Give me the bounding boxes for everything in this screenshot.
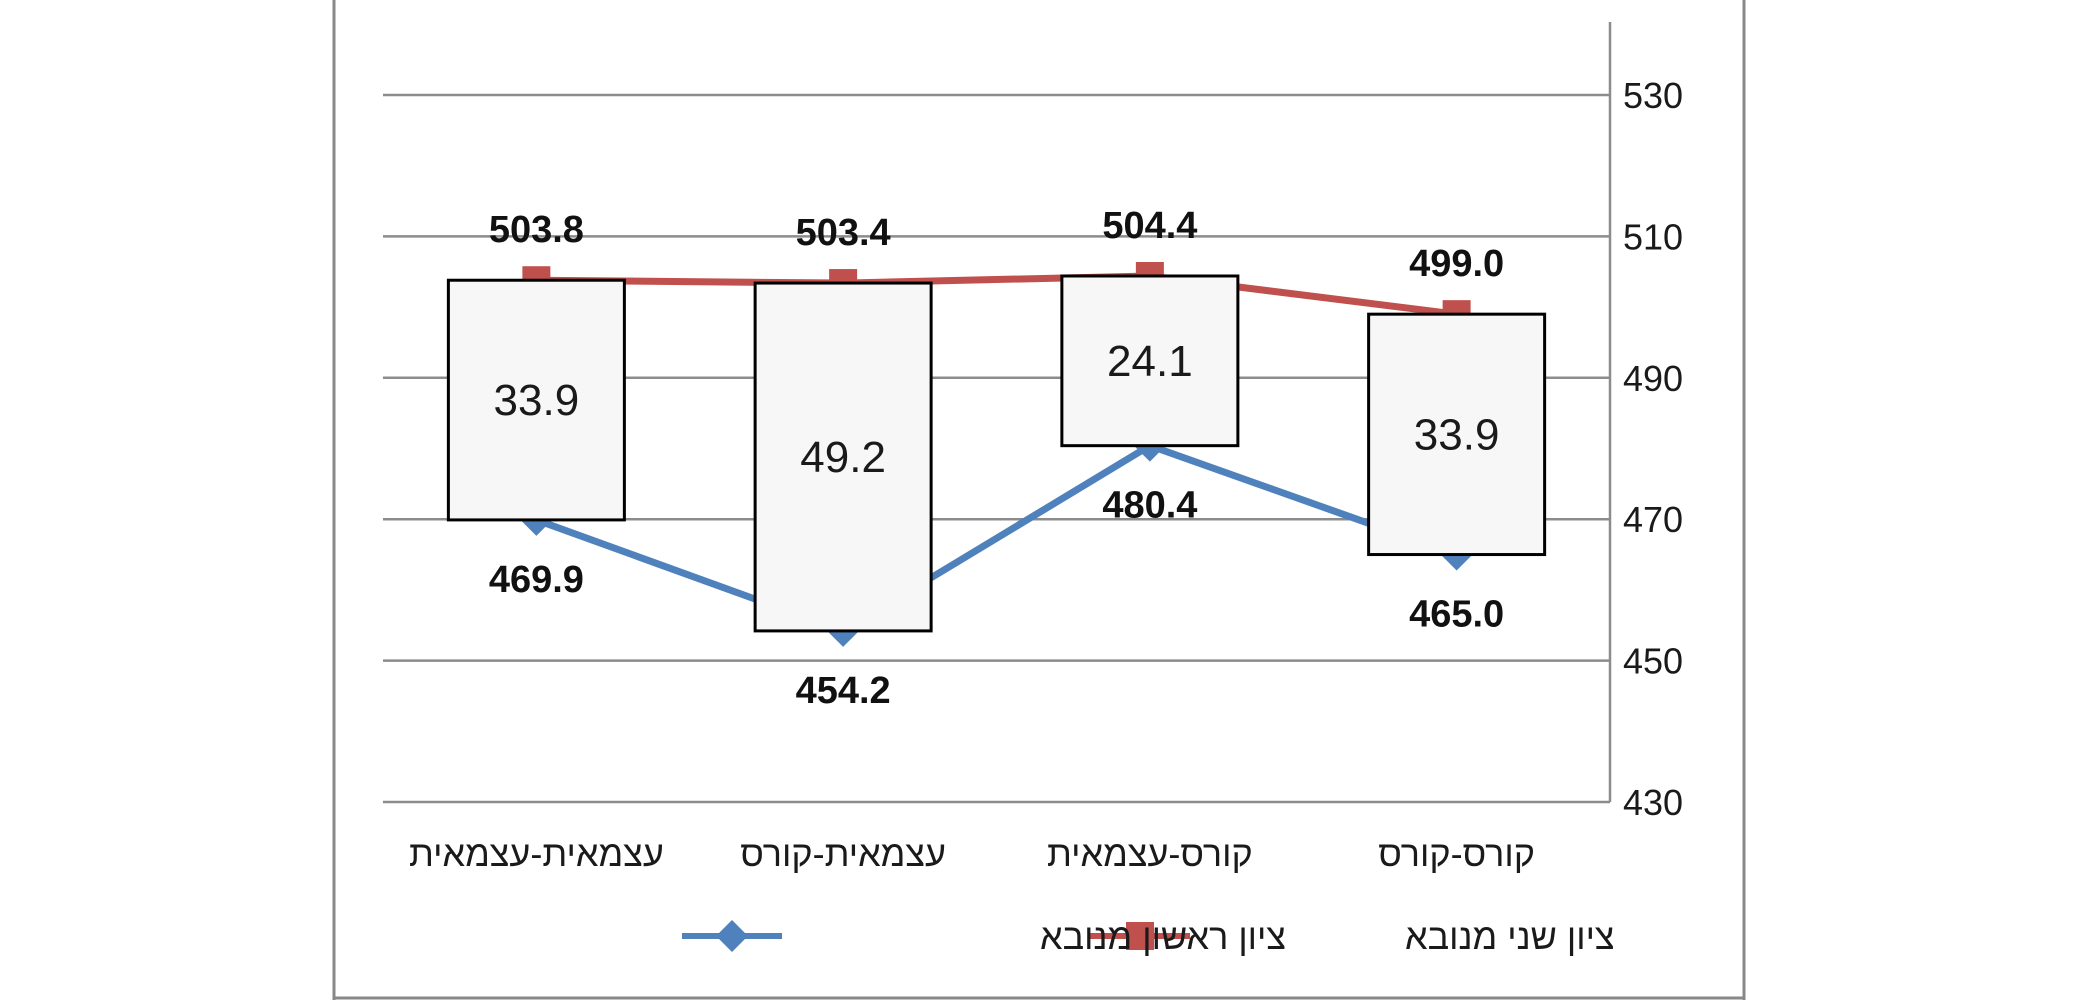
value-label-second: 504.4 — [1102, 205, 1197, 247]
series-markers — [520, 261, 1473, 647]
category-label: עצמאית-עצמאית — [409, 833, 664, 874]
difference-label: 33.9 — [494, 376, 580, 425]
y-tick-label: 430 — [1623, 782, 1683, 823]
value-label-first: 469.9 — [489, 559, 584, 601]
value-label-second: 499.0 — [1409, 243, 1504, 285]
value-label-first: 465.0 — [1409, 594, 1504, 636]
difference-label: 33.9 — [1414, 410, 1500, 459]
y-tick-label: 470 — [1623, 499, 1683, 540]
value-label-first: 480.4 — [1102, 485, 1197, 527]
legend: ציון שני מנובא ציון ראשון מנובא — [682, 916, 1615, 957]
difference-box — [446, 278, 626, 522]
y-tick-label: 490 — [1623, 358, 1683, 399]
category-label: קורס-עצמאית — [1047, 833, 1253, 874]
series-line-first — [535, 442, 1458, 635]
value-label-second: 503.4 — [796, 212, 891, 254]
legend-item-second: ציון שני מנובא — [1090, 916, 1615, 957]
difference-box — [1367, 312, 1547, 557]
y-tick-label: 530 — [1623, 75, 1683, 116]
difference-box — [1060, 274, 1240, 448]
y-tick-labels: 430 450 470 490 510 530 — [1623, 75, 1683, 823]
category-label: עצמאית-קורס — [740, 833, 946, 874]
legend-label-first: ציון ראשון מנובא — [1040, 916, 1286, 957]
legend-label-second: ציון שני מנובא — [1405, 916, 1615, 957]
data-labels: 503.8 469.9 503.4 454.2 504.4 480.4 499.0 465.0 — [489, 205, 1504, 712]
legend-marker-second — [1126, 922, 1154, 950]
difference-label: 49.2 — [800, 433, 886, 482]
legend-marker-first — [716, 920, 748, 952]
difference-label: 24.1 — [1107, 337, 1193, 386]
value-label-second: 503.8 — [489, 209, 584, 251]
y-tick-label: 510 — [1623, 216, 1683, 257]
series-lines — [535, 272, 1458, 635]
series-line-second — [536, 272, 1458, 318]
difference-box — [753, 281, 933, 633]
category-label: קורס-קורס — [1378, 833, 1535, 874]
difference-boxes: 33.9 49.2 24.1 33.9 — [446, 274, 1547, 633]
category-labels: עצמאית-עצמאית עצמאית-קורס קורס-עצמאית קורס-… — [409, 833, 1535, 874]
y-tick-label: 450 — [1623, 641, 1683, 682]
value-label-first: 454.2 — [796, 670, 891, 712]
legend-item-first: ציון ראשון מנובא — [682, 916, 1286, 957]
